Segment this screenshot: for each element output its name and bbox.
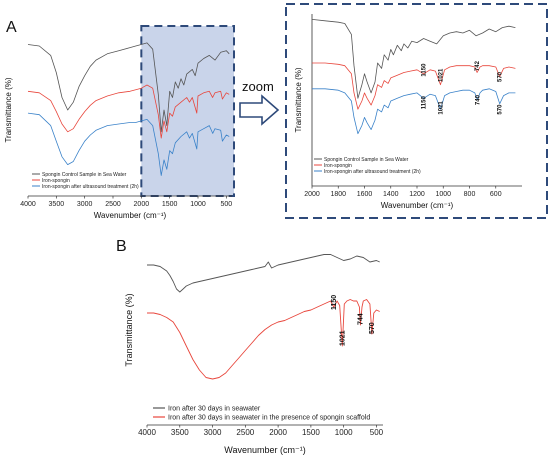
peak-label: 570 — [369, 322, 376, 334]
panel-a-label: A — [6, 19, 17, 36]
y-axis-label: Transmittance (%) — [294, 67, 303, 132]
legend: Spongin Control Sample in Sea Water Iron… — [314, 157, 421, 175]
series-line-red — [27, 84, 230, 139]
x-tick-label: 2500 — [236, 428, 254, 437]
x-tick-label: 1500 — [162, 201, 178, 208]
peak-label: 1021 — [339, 330, 346, 346]
legend-entry: Iron-spongin — [324, 163, 352, 169]
zoom-arrow-icon — [239, 94, 280, 126]
x-axis-label: Wavenumber (cm⁻¹) — [224, 445, 305, 455]
legend: Spongin Control Sample in Sea Water Iron… — [32, 172, 139, 190]
series-group — [147, 254, 380, 380]
legend-entry: Spongin Control Sample in Sea Water — [42, 172, 127, 178]
x-axis-label: Wavenumber (cm⁻¹) — [381, 201, 454, 210]
peak-label: 1150 — [331, 295, 338, 310]
x-ticks: 4000 3500 3000 2500 2000 1500 1000 500 — [20, 196, 232, 208]
y-axis-label: Transmittance (%) — [124, 293, 134, 366]
series-line-black — [147, 254, 380, 293]
series-line-blue — [312, 88, 516, 135]
x-tick-label: 1000 — [435, 191, 451, 198]
highlight-region — [140, 25, 235, 197]
chart-a: 4000 3500 3000 2500 2000 1500 1000 500 Transmit… — [4, 25, 235, 220]
chart-a-zoom: 2000 1800 1600 1400 1200 1000 800 600 1150 1021 7… — [294, 14, 522, 210]
x-tick-label: 3000 — [204, 428, 222, 437]
x-tick-label: 2000 — [134, 201, 150, 208]
zoom-label: zoom — [242, 79, 274, 94]
x-tick-label: 1000 — [335, 428, 353, 437]
x-tick-label: 1500 — [302, 428, 320, 437]
peak-label: 1021 — [439, 101, 445, 115]
peak-label: 570 — [498, 104, 504, 115]
legend-entry: Spongin Control Sample in Sea Water — [324, 157, 409, 163]
legend-entry: Iron-spongin — [42, 178, 70, 184]
peak-label: 1150 — [422, 96, 428, 110]
peak-label: 1021 — [439, 68, 445, 82]
x-tick-label: 1800 — [330, 191, 346, 198]
series-line-blue — [27, 112, 230, 176]
x-tick-label: 3500 — [171, 428, 189, 437]
x-tick-label: 1000 — [190, 201, 206, 208]
series-line-red — [312, 62, 516, 110]
x-tick-label: 3500 — [49, 201, 65, 208]
x-ticks: 2000 1800 1600 1400 1200 1000 800 600 — [304, 186, 502, 198]
peak-label: 744 — [357, 313, 364, 325]
x-tick-label: 1200 — [409, 191, 425, 198]
x-tick-label: 3000 — [77, 201, 93, 208]
legend-entry: Iron after 30 days in seawater in the pr… — [168, 415, 370, 422]
x-tick-label: 1400 — [383, 191, 399, 198]
legend-entry: Iron-spongin after ultrasound treatment … — [42, 184, 139, 190]
x-tick-label: 500 — [220, 201, 232, 208]
panel-b-label: B — [116, 238, 127, 255]
x-tick-label: 2000 — [304, 191, 320, 198]
chart-b: 4000 3500 3000 2500 2000 1500 1000 500 1150 1021… — [124, 254, 384, 455]
peak-label: 742 — [475, 60, 481, 71]
legend: Iron after 30 days in seawater Iron afte… — [153, 406, 370, 422]
peak-label: 570 — [498, 71, 504, 82]
series-line-black — [27, 42, 230, 133]
x-tick-label: 4000 — [20, 201, 36, 208]
peak-label: 1150 — [422, 63, 428, 77]
x-tick-label: 800 — [464, 191, 476, 198]
series-group — [311, 19, 516, 135]
y-axis-label: Transmittance (%) — [4, 77, 13, 142]
x-tick-label: 4000 — [138, 428, 156, 437]
zoom-frame — [285, 3, 548, 219]
peak-annotations: 1150 1021 744 570 — [331, 295, 376, 346]
x-tick-label: 1600 — [357, 191, 373, 198]
series-line-black — [311, 19, 516, 99]
peak-label: 740 — [475, 94, 481, 105]
x-tick-label: 2500 — [105, 201, 121, 208]
series-group — [27, 42, 230, 176]
series-line-red — [147, 299, 380, 380]
x-tick-label: 500 — [370, 428, 384, 437]
legend-entry: Iron-spongin after ultrasound treatment … — [324, 169, 421, 175]
x-axis-label: Wavenumber (cm⁻¹) — [94, 211, 167, 220]
legend-entry: Iron after 30 days in seawater — [168, 406, 261, 413]
x-ticks: 4000 3500 3000 2500 2000 1500 1000 500 — [138, 425, 384, 437]
x-tick-label: 2000 — [269, 428, 287, 437]
peak-annotations: 1150 1021 742 570 1150 1021 740 570 — [422, 60, 504, 114]
x-tick-label: 600 — [490, 191, 502, 198]
